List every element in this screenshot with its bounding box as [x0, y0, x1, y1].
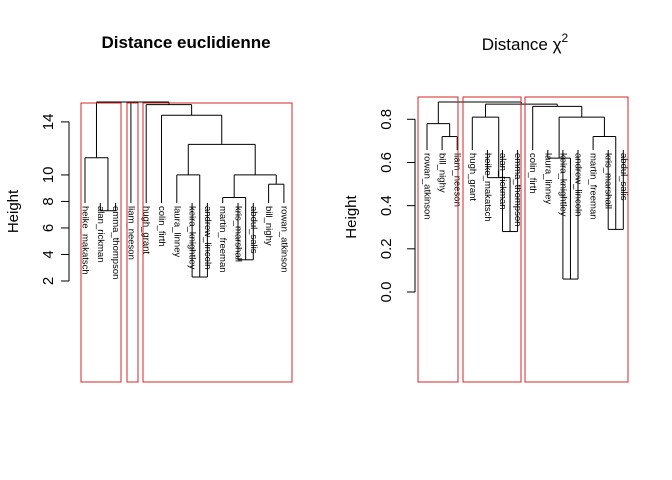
cluster-box [462, 96, 522, 383]
y-axis-label: Height [343, 194, 360, 238]
dendrogram-euclidean: Distance euclidienne Height 2 4 6 8 10 14 heike_… [5, 33, 293, 383]
leaf-label: colin_firth [527, 153, 538, 194]
leaf-label: colin_firth [156, 206, 167, 247]
chart-title: Distance euclidienne [101, 33, 270, 52]
chart-title-superscript: 2 [562, 31, 569, 45]
y-tick-label: 0.6 [378, 152, 395, 173]
leaf-label: hugh_grant [467, 153, 478, 201]
y-tick-label: 14 [40, 114, 57, 131]
y-tick-label: 0.2 [378, 238, 395, 259]
leaf-label: liam_neeson [452, 153, 463, 207]
cluster-box [142, 102, 293, 383]
leaf-label: emma_thompson [110, 206, 121, 279]
leaf-label: andrew_lincoln [572, 153, 583, 216]
dendrogram-chi2: Distance χ2 Height 0.0 0.2 0.4 0.6 0.8 rowan_at… [343, 31, 629, 383]
y-tick-label: 0.4 [378, 195, 395, 216]
leaf-label: keira_knightley [557, 153, 568, 217]
cluster-box [80, 102, 122, 383]
y-tick-label: 6 [40, 224, 57, 232]
cluster-box [126, 102, 139, 383]
y-axis-label: Height [5, 189, 22, 233]
leaf-label: heike_makatsch [79, 206, 90, 275]
y-tick-label: 10 [40, 167, 57, 184]
chart-title: Distance χ2 [482, 31, 569, 54]
leaf-label: liam_neeson [125, 206, 136, 260]
leaf-label: keira_knightley [187, 206, 198, 270]
leaf-label: laura_linney [542, 153, 553, 204]
cluster-box [524, 96, 629, 383]
y-tick-label: 2 [40, 277, 57, 285]
leaf-label: martin_freeman [588, 153, 599, 220]
leaf-label: abdul_salis [618, 153, 629, 201]
leaf-label: alan_rickman [497, 153, 508, 210]
leaf-label: heike_makatsch [482, 153, 493, 222]
leaf-label: hugh_grant [141, 206, 152, 254]
y-tick-label: 0.8 [378, 109, 395, 130]
leaf-label: rowan_atkinson [278, 206, 289, 273]
leaf-label: bill_nighy [263, 206, 274, 246]
leaf-label: bill_nighy [437, 153, 448, 193]
leaf-label: emma_thompson [512, 153, 523, 226]
leaf-label: laura_linney [171, 206, 182, 257]
leaf-label: martin_freeman [217, 206, 228, 273]
leaf-label: kris_marshall [603, 153, 614, 209]
y-tick-label: 8 [40, 197, 57, 205]
leaf-label: abdul_salis [248, 206, 259, 254]
y-tick-label: 4 [40, 250, 57, 258]
leaf-label: alan_rickman [95, 206, 106, 263]
leaf-label: rowan_atkinson [421, 153, 432, 220]
leaf-label: andrew_lincoln [202, 206, 213, 269]
cluster-box [417, 96, 459, 383]
leaf-label: kris_marshall [232, 206, 243, 262]
y-tick-label: 0.0 [378, 282, 395, 303]
